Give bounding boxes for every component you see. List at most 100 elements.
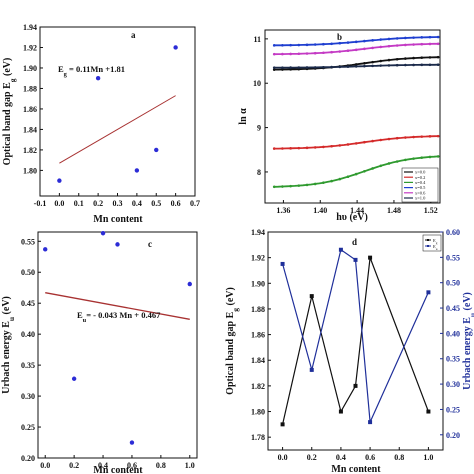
panel-b-series-marker (412, 157, 415, 160)
panel-b-series-marker (428, 135, 432, 138)
panel-c-xtick-label: 0.0 (40, 461, 50, 470)
panel-d-legend-marker (427, 245, 429, 247)
panel-b-series-marker (289, 43, 292, 47)
panel-d-legend (422, 234, 442, 252)
panel-d-legend-label: Eu (433, 244, 438, 251)
panel-b-series-marker (412, 135, 415, 139)
panel-d-ylabel-right-sub: u (468, 313, 474, 317)
panel-b-xlabel: hυ (eV) (336, 212, 368, 223)
panel-d-ytick-left-label: 1.94 (251, 228, 265, 237)
panel-b-legend-label: x=0.0 (415, 170, 426, 175)
panel-b-series-marker (354, 63, 358, 66)
panel-a-point (134, 168, 140, 173)
panel-b-series-marker (289, 52, 292, 56)
panel-d-ylabel-left-rest: (eV) (225, 287, 236, 308)
panel-a-ytick-label: 1.80 (23, 166, 37, 175)
panel-d-xtick-label: 0.6 (365, 453, 375, 462)
panel-b-series-marker (297, 184, 301, 187)
panel-d-xtick-label: 1.0 (423, 453, 433, 462)
panel-a-point (95, 76, 101, 81)
panel-d-ytick-right-label: 0.40 (446, 329, 460, 338)
panel-c-point (71, 376, 77, 381)
panel-b-ylabel: ln α (238, 108, 249, 125)
panel-b-series-marker (371, 46, 374, 50)
panel-c-ylabel: Urbach energy Eu (eV) (1, 296, 16, 394)
panel-b-xtick-label: 1.52 (424, 206, 438, 215)
panel-b-series-marker (322, 145, 325, 149)
panel-c-equation-rest: = - 0.043 Mn + 0.467 (86, 310, 161, 320)
panel-d-ylabel-left-main: Optical band gap E (225, 311, 236, 394)
panel-b-series-marker (338, 65, 342, 69)
panel-b-series-marker (346, 65, 350, 68)
panel-a-xtick-label: -0.1 (34, 199, 47, 208)
panel-b-series-marker (305, 146, 309, 150)
panel-a-ytick-label: 1.92 (23, 43, 37, 52)
panel-d-series-marker (353, 257, 358, 262)
panel-b-ytick-label: 10 (253, 79, 261, 88)
panel-d: 0.0 0.2 0.4 0.6 0.8 1.0 1.78 1.80 1.82 1.84 1.86 1.… (225, 228, 474, 474)
panel-b-series-marker (338, 41, 342, 45)
panel-b-series-marker (281, 43, 284, 47)
panel-b-series-marker (330, 179, 333, 183)
panel-a-ylabel: Optical band gap Eg (eV) (2, 58, 17, 166)
panel-b-series-marker (305, 52, 309, 55)
panel-d-legend-marker (427, 239, 429, 241)
panel-b-series-marker (404, 36, 407, 40)
panel-d-ytick-left-label: 1.78 (251, 433, 265, 442)
panel-d-series-marker (426, 409, 431, 414)
panel-b-series-marker (313, 51, 317, 55)
panel-a-ylabel-rest: (eV) (2, 58, 13, 79)
panel-b-frame (264, 29, 441, 204)
panel-d-ytick-right-label: 0.55 (446, 253, 460, 262)
panel-b-series-marker (395, 44, 399, 47)
panel-a-point (57, 178, 62, 183)
panel-b-series-marker (404, 43, 407, 47)
panel-b-series-marker (281, 66, 284, 69)
panel-b-series-marker (420, 135, 424, 138)
panel-a-ytick-label: 1.82 (23, 146, 37, 155)
panel-b-series-marker (387, 162, 391, 165)
panel-b-series-marker (305, 66, 309, 69)
panel-b-series-marker (289, 147, 292, 150)
panel-b-series-marker (330, 65, 333, 69)
panel-d-xtick-label: 0.2 (307, 453, 317, 462)
panel-b-series-marker (281, 68, 284, 71)
panel-b-series-marker (363, 140, 366, 144)
panel-b-series-marker (313, 66, 317, 69)
panel-d-legend-label-sub: g (436, 241, 438, 245)
panel-c-xtick-label: 0.6 (127, 461, 137, 470)
panel-c-equation: Eu= - 0.043 Mn + 0.467 (77, 310, 161, 324)
panel-c-ylabel-main: Urbach energy E (1, 321, 12, 394)
panel-d-series-line (282, 248, 429, 425)
panel-b-series-marker (404, 136, 407, 139)
panel-d-ytick-right-label: 0.45 (446, 304, 460, 313)
panel-b-series-marker (379, 64, 383, 67)
panel-b-ytick-label: 11 (253, 35, 261, 44)
panel-d-series-marker (353, 383, 358, 388)
panel-c-point (100, 231, 106, 236)
panel-a-xlabel: Mn content (93, 214, 143, 225)
panel-b-series-marker (363, 169, 366, 173)
panel-d-ylabel-right: Urbach energy Eu (eV) (462, 292, 474, 390)
panel-b-series-marker (387, 37, 391, 41)
panel-b-series-marker (346, 49, 350, 53)
panel-b-series-marker (395, 136, 399, 140)
panel-b-series-marker (412, 36, 415, 39)
panel-c-point (187, 281, 192, 287)
panel-c-xtick-label: 0.2 (69, 461, 79, 470)
panel-b-series-marker (404, 158, 407, 162)
panel-a-fit-line (59, 95, 176, 164)
panel-c-xtick-label: 0.4 (98, 461, 108, 470)
panel-d-xlabel: Mn content (331, 464, 381, 474)
panel-c-ytick-label: 0.30 (21, 392, 35, 401)
panel-b-series-marker (379, 59, 383, 63)
panel-c-frame (37, 231, 198, 459)
panel-b-series-marker (346, 175, 350, 179)
panel-b-series-marker (420, 42, 424, 46)
panel-d-ytick-right-label: 0.35 (446, 355, 460, 364)
panel-b-xtick-label: 1.36 (276, 206, 290, 215)
panel-b-series-marker (281, 185, 284, 188)
panel-c-ylabel-sub: u (7, 317, 16, 321)
panel-b-series-marker (379, 38, 383, 41)
panel-b-legend-label: x=0.4 (415, 180, 426, 185)
